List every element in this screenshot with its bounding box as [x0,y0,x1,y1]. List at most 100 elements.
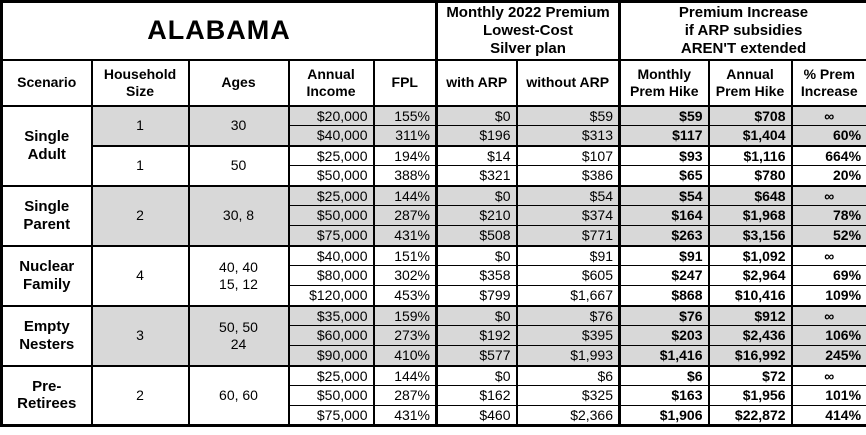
col-header-monthly-prem-hike: Monthly Prem Hike [618,58,710,107]
household-size-cell: 2 [90,184,189,246]
pct-increase-cell: 60% [790,125,866,146]
with-arp-cell: $0 [435,244,517,266]
without-arp-cell: $76 [515,304,621,326]
monthly-hike-cell: $203 [618,325,710,346]
fpl-cell: 410% [372,345,437,366]
monthly-hike-cell: $54 [618,184,710,206]
without-arp-cell: $325 [515,385,621,406]
fpl-cell: 273% [372,325,437,346]
premium-group-header: Monthly 2022 Premium Lowest-Cost Silver … [434,1,621,60]
annual-hike-cell: $10,416 [707,285,793,306]
table-row: $75,000 431% $460 $2,366 $1,906 $22,872 414% [2,405,866,426]
ages-cell: 40, 40 15, 12 [187,244,289,306]
table-body: Single Adult 1 30 $20,000 155% $0 $59 $59 $708 ∞ $… [1,104,866,426]
scenario-cell: Nuclear Family [1,244,92,306]
with-arp-cell: $577 [435,345,517,366]
monthly-hike-cell: $1,416 [618,345,710,366]
household-size-cell: 2 [90,364,189,426]
income-cell: $50,000 [287,385,374,406]
with-arp-cell: $0 [435,104,517,126]
col-header-with-arp: with ARP [435,58,517,107]
pct-increase-cell: 101% [790,385,866,406]
col-header-scenario: Scenario [1,58,92,107]
monthly-hike-cell: $91 [618,244,710,266]
pct-increase-cell: ∞ [790,364,866,386]
income-cell: $25,000 [287,184,374,206]
household-size-cell: 3 [90,304,189,366]
annual-hike-cell: $780 [707,165,793,186]
without-arp-cell: $107 [515,144,621,166]
without-arp-cell: $59 [515,104,621,126]
monthly-hike-cell: $247 [618,265,710,286]
without-arp-cell: $6 [515,364,621,386]
pct-increase-cell: 106% [790,325,866,346]
monthly-hike-cell: $163 [618,385,710,406]
without-arp-cell: $54 [515,184,621,206]
income-cell: $35,000 [287,304,374,326]
annual-hike-cell: $2,964 [707,265,793,286]
with-arp-cell: $0 [435,364,517,386]
without-arp-cell: $2,366 [515,405,621,426]
fpl-cell: 287% [372,205,437,226]
scenario-cell: Single Parent [1,184,92,246]
with-arp-cell: $196 [435,125,517,146]
fpl-cell: 431% [372,405,437,426]
fpl-cell: 311% [372,125,437,146]
pct-increase-cell: 245% [790,345,866,366]
pct-increase-cell: ∞ [790,244,866,266]
fpl-cell: 194% [372,144,437,166]
pct-increase-cell: 109% [790,285,866,306]
scenario-cell: Pre- Retirees [1,364,92,426]
fpl-cell: 144% [372,364,437,386]
table-row: Empty Nesters 3 50, 50 24 $35,000 159% $0 $76 $… [1,304,866,366]
pct-increase-cell: ∞ [790,184,866,206]
annual-hike-cell: $16,992 [707,345,793,366]
fpl-cell: 302% [372,265,437,286]
col-header-ages: Ages [187,58,289,107]
fpl-cell: 159% [372,304,437,326]
with-arp-cell: $358 [435,265,517,286]
without-arp-cell: $313 [515,125,621,146]
income-cell: $120,000 [287,285,374,306]
income-cell: $60,000 [287,325,374,346]
annual-hike-cell: $22,872 [707,405,793,426]
col-header-without-arp: without ARP [515,58,621,107]
pct-increase-cell: ∞ [790,304,866,326]
state-title: ALABAMA [1,1,437,60]
monthly-hike-cell: $868 [618,285,710,306]
ages-cell: 30, 8 [187,184,289,246]
with-arp-cell: $210 [435,205,517,226]
table-row: $90,000 410% $577 $1,993 $1,416 $16,992 245% [2,345,866,366]
without-arp-cell: $395 [515,325,621,346]
income-cell: $75,000 [287,225,374,246]
table-row: 1 50 $25,000 194% $14 $107 $93 $1,116 664% [2,144,866,186]
income-cell: $50,000 [287,165,374,186]
with-arp-cell: $162 [435,385,517,406]
without-arp-cell: $91 [515,244,621,266]
table-row: $80,000 302% $358 $605 $247 $2,964 69% [2,265,866,286]
ages-cell: 50, 50 24 [187,304,289,366]
col-header-annual-prem-hike: Annual Prem Hike [707,58,793,107]
monthly-hike-cell: $1,906 [618,405,710,426]
annual-hike-cell: $1,116 [707,144,793,166]
annual-hike-cell: $1,956 [707,385,793,406]
fpl-cell: 287% [372,385,437,406]
annual-hike-cell: $1,092 [707,244,793,266]
table-row: Nuclear Family 4 40, 40 15, 12 $40,000 151% $… [1,244,866,306]
household-size-cell: 1 [90,104,189,146]
col-header-pct-prem-increase: % Prem Increase [790,58,866,107]
income-cell: $90,000 [287,345,374,366]
table-row: $60,000 273% $192 $395 $203 $2,436 106% [2,325,866,346]
increase-group-header: Premium Increase if ARP subsidies AREN'T… [618,1,866,60]
household-size-cell: 4 [90,244,189,306]
monthly-hike-cell: $117 [618,125,710,146]
without-arp-cell: $1,993 [515,345,621,366]
household-size-cell: 1 [90,144,189,186]
with-arp-cell: $14 [435,144,517,166]
table-row: $50,000 287% $210 $374 $164 $1,968 78% [2,205,866,226]
col-header-household-size: Household Size [90,58,189,107]
monthly-hike-cell: $6 [618,364,710,386]
annual-hike-cell: $708 [707,104,793,126]
income-cell: $75,000 [287,405,374,426]
